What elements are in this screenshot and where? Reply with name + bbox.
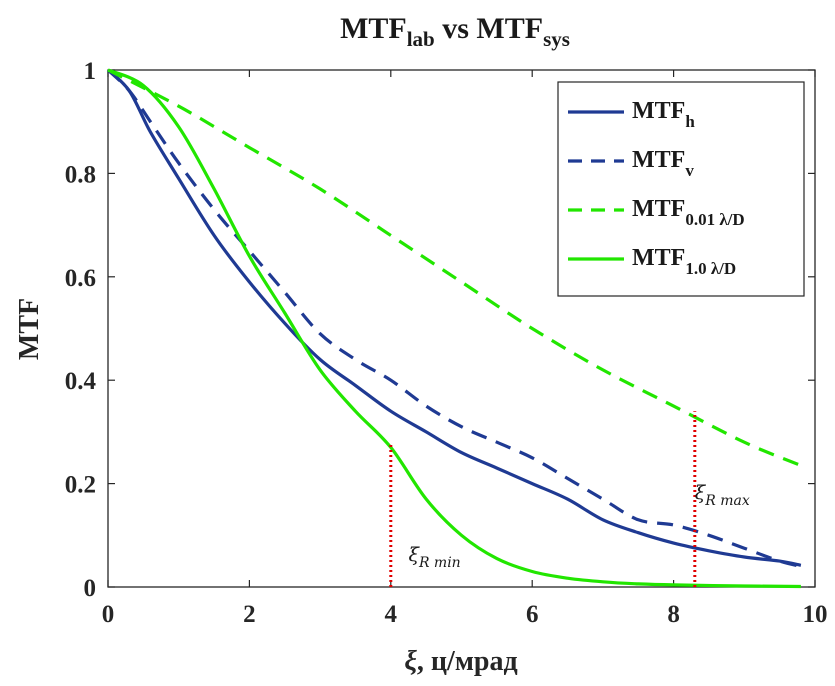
- x-axis-label: ξ, ц/мрад: [404, 646, 517, 677]
- x-tick-label: 0: [102, 601, 115, 628]
- legend-label-sub: 1.0 λ/D: [685, 259, 736, 278]
- legend-label-main: MTF: [632, 245, 685, 271]
- x-tick-label: 10: [803, 601, 828, 628]
- legend-label-sub: h: [685, 112, 695, 131]
- title-sub-lab: lab: [407, 27, 435, 51]
- chart-title: MTFlab vs MTFsys: [340, 12, 570, 51]
- x-tick-label: 8: [667, 601, 680, 628]
- y-tick-label: 0.2: [65, 472, 96, 499]
- annotation-subscript: R max: [704, 493, 750, 509]
- plot-frame: [107, 69, 816, 588]
- y-tick-label: 1: [84, 58, 97, 85]
- title-sub-sys: sys: [543, 27, 570, 51]
- annotation-label-rmin: ξR min: [408, 544, 460, 571]
- legend-label-h: MTFh: [632, 98, 695, 131]
- x-axis-label-xi: ξ: [404, 646, 417, 677]
- x-axis-label-unit: , ц/мрад: [417, 646, 518, 677]
- x-tick-label: 4: [385, 601, 398, 628]
- legend-label-d001: MTF0.01 λ/D: [632, 196, 745, 229]
- annotation-subscript: R min: [418, 555, 461, 571]
- legend-label-main: MTF: [632, 98, 685, 124]
- annotation-label-rmax: ξR max: [695, 482, 750, 509]
- legend-label-d10: MTF1.0 λ/D: [632, 245, 736, 278]
- x-tick-label: 2: [243, 601, 256, 628]
- series-line-d001: [107, 68, 802, 467]
- y-axis-label: MTF: [14, 298, 45, 360]
- annotation-symbol: ξ: [408, 544, 420, 566]
- legend-label-sub: 0.01 λ/D: [685, 210, 744, 229]
- series-group: [106, 68, 802, 589]
- title-main: MTF: [340, 12, 407, 45]
- series-line-h: [106, 68, 802, 567]
- y-tick-label: 0.6: [65, 265, 96, 292]
- legend-label-sub: v: [685, 161, 694, 180]
- y-tick-label: 0: [84, 575, 97, 602]
- series-line-d10: [107, 68, 801, 589]
- title-mid: vs MTF: [435, 12, 543, 45]
- series-line-v: [106, 68, 802, 568]
- legend-label-main: MTF: [632, 147, 685, 173]
- x-axis: 0 2 4 6 8 10: [102, 70, 828, 628]
- legend-label-main: MTF: [632, 196, 685, 222]
- x-tick-label: 6: [526, 601, 539, 628]
- y-tick-label: 0.4: [65, 368, 97, 395]
- annotation-symbol: ξ: [695, 482, 707, 504]
- y-tick-label: 0.8: [65, 161, 96, 188]
- legend-label-v: MTFv: [632, 147, 694, 180]
- y-axis: 0 0.2 0.4 0.6 0.8 1: [65, 58, 815, 602]
